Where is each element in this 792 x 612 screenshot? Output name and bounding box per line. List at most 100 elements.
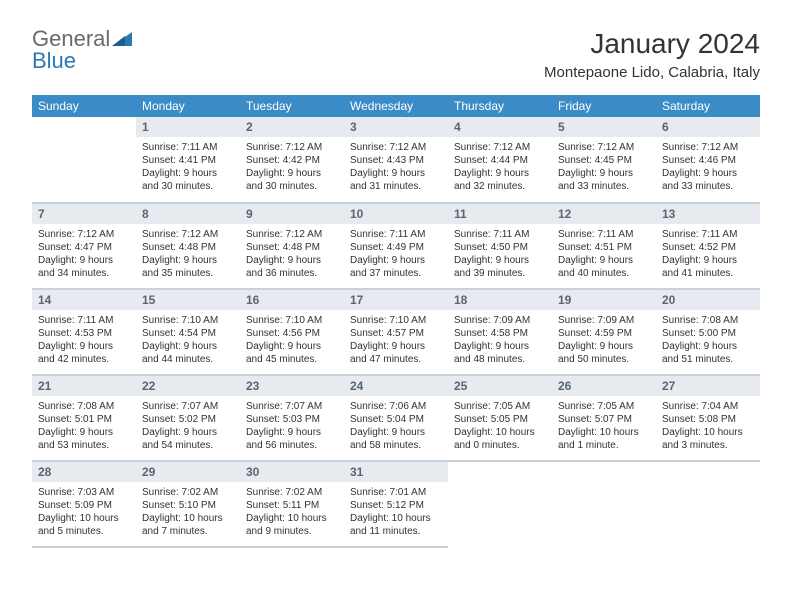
day-number: 13 <box>656 204 760 224</box>
weekday-header: Friday <box>552 95 656 117</box>
day-body: Sunrise: 7:12 AMSunset: 4:46 PMDaylight:… <box>656 137 760 199</box>
day-body: Sunrise: 7:12 AMSunset: 4:44 PMDaylight:… <box>448 137 552 199</box>
day-body: Sunrise: 7:05 AMSunset: 5:05 PMDaylight:… <box>448 396 552 458</box>
logo-triangle-icon <box>112 28 132 50</box>
location: Montepaone Lido, Calabria, Italy <box>544 64 760 81</box>
day-number: 26 <box>552 376 656 396</box>
day-number: 1 <box>136 117 240 137</box>
calendar-cell: 30Sunrise: 7:02 AMSunset: 5:11 PMDayligh… <box>240 461 344 547</box>
day-body: Sunrise: 7:12 AMSunset: 4:48 PMDaylight:… <box>240 224 344 286</box>
calendar-cell: 31Sunrise: 7:01 AMSunset: 5:12 PMDayligh… <box>344 461 448 547</box>
weekday-header: Monday <box>136 95 240 117</box>
calendar-cell <box>32 117 136 203</box>
day-body: Sunrise: 7:11 AMSunset: 4:49 PMDaylight:… <box>344 224 448 286</box>
calendar-cell: 3Sunrise: 7:12 AMSunset: 4:43 PMDaylight… <box>344 117 448 203</box>
day-body: Sunrise: 7:02 AMSunset: 5:11 PMDaylight:… <box>240 482 344 544</box>
day-number: 11 <box>448 204 552 224</box>
calendar-cell: 12Sunrise: 7:11 AMSunset: 4:51 PMDayligh… <box>552 203 656 289</box>
day-body: Sunrise: 7:05 AMSunset: 5:07 PMDaylight:… <box>552 396 656 458</box>
day-body: Sunrise: 7:12 AMSunset: 4:43 PMDaylight:… <box>344 137 448 199</box>
day-number: 15 <box>136 290 240 310</box>
calendar-cell: 28Sunrise: 7:03 AMSunset: 5:09 PMDayligh… <box>32 461 136 547</box>
calendar-cell: 14Sunrise: 7:11 AMSunset: 4:53 PMDayligh… <box>32 289 136 375</box>
day-body: Sunrise: 7:11 AMSunset: 4:50 PMDaylight:… <box>448 224 552 286</box>
calendar-cell <box>552 461 656 547</box>
weekday-header: Tuesday <box>240 95 344 117</box>
day-number: 4 <box>448 117 552 137</box>
day-body: Sunrise: 7:07 AMSunset: 5:02 PMDaylight:… <box>136 396 240 458</box>
calendar-cell: 1Sunrise: 7:11 AMSunset: 4:41 PMDaylight… <box>136 117 240 203</box>
day-body: Sunrise: 7:10 AMSunset: 4:54 PMDaylight:… <box>136 310 240 372</box>
calendar-cell: 6Sunrise: 7:12 AMSunset: 4:46 PMDaylight… <box>656 117 760 203</box>
calendar-cell: 29Sunrise: 7:02 AMSunset: 5:10 PMDayligh… <box>136 461 240 547</box>
day-number: 24 <box>344 376 448 396</box>
day-body: Sunrise: 7:09 AMSunset: 4:58 PMDaylight:… <box>448 310 552 372</box>
calendar-cell: 24Sunrise: 7:06 AMSunset: 5:04 PMDayligh… <box>344 375 448 461</box>
day-body: Sunrise: 7:08 AMSunset: 5:01 PMDaylight:… <box>32 396 136 458</box>
header: GeneralBlue January 2024 Montepaone Lido… <box>32 28 760 81</box>
day-body: Sunrise: 7:12 AMSunset: 4:47 PMDaylight:… <box>32 224 136 286</box>
calendar-cell: 22Sunrise: 7:07 AMSunset: 5:02 PMDayligh… <box>136 375 240 461</box>
day-number: 28 <box>32 462 136 482</box>
calendar-cell: 5Sunrise: 7:12 AMSunset: 4:45 PMDaylight… <box>552 117 656 203</box>
day-number: 19 <box>552 290 656 310</box>
day-number: 20 <box>656 290 760 310</box>
calendar-cell: 13Sunrise: 7:11 AMSunset: 4:52 PMDayligh… <box>656 203 760 289</box>
day-number: 29 <box>136 462 240 482</box>
calendar-head: SundayMondayTuesdayWednesdayThursdayFrid… <box>32 95 760 117</box>
calendar-cell: 23Sunrise: 7:07 AMSunset: 5:03 PMDayligh… <box>240 375 344 461</box>
day-body: Sunrise: 7:11 AMSunset: 4:41 PMDaylight:… <box>136 137 240 199</box>
day-body: Sunrise: 7:04 AMSunset: 5:08 PMDaylight:… <box>656 396 760 458</box>
day-number: 23 <box>240 376 344 396</box>
calendar-table: SundayMondayTuesdayWednesdayThursdayFrid… <box>32 95 760 548</box>
day-body: Sunrise: 7:07 AMSunset: 5:03 PMDaylight:… <box>240 396 344 458</box>
calendar-cell: 4Sunrise: 7:12 AMSunset: 4:44 PMDaylight… <box>448 117 552 203</box>
month-title: January 2024 <box>544 28 760 60</box>
calendar-cell: 26Sunrise: 7:05 AMSunset: 5:07 PMDayligh… <box>552 375 656 461</box>
day-number: 31 <box>344 462 448 482</box>
day-body: Sunrise: 7:10 AMSunset: 4:57 PMDaylight:… <box>344 310 448 372</box>
day-number: 30 <box>240 462 344 482</box>
day-number: 10 <box>344 204 448 224</box>
day-body: Sunrise: 7:08 AMSunset: 5:00 PMDaylight:… <box>656 310 760 372</box>
day-number: 12 <box>552 204 656 224</box>
calendar-cell: 10Sunrise: 7:11 AMSunset: 4:49 PMDayligh… <box>344 203 448 289</box>
day-number: 8 <box>136 204 240 224</box>
day-number: 18 <box>448 290 552 310</box>
day-body: Sunrise: 7:01 AMSunset: 5:12 PMDaylight:… <box>344 482 448 544</box>
day-number: 25 <box>448 376 552 396</box>
calendar-cell: 7Sunrise: 7:12 AMSunset: 4:47 PMDaylight… <box>32 203 136 289</box>
day-number: 27 <box>656 376 760 396</box>
calendar-cell <box>448 461 552 547</box>
calendar-cell: 11Sunrise: 7:11 AMSunset: 4:50 PMDayligh… <box>448 203 552 289</box>
day-body: Sunrise: 7:12 AMSunset: 4:45 PMDaylight:… <box>552 137 656 199</box>
day-number: 5 <box>552 117 656 137</box>
day-body: Sunrise: 7:11 AMSunset: 4:52 PMDaylight:… <box>656 224 760 286</box>
logo: GeneralBlue <box>32 28 132 72</box>
day-number: 21 <box>32 376 136 396</box>
logo-part2: Blue <box>32 48 76 73</box>
calendar-cell: 20Sunrise: 7:08 AMSunset: 5:00 PMDayligh… <box>656 289 760 375</box>
day-body: Sunrise: 7:06 AMSunset: 5:04 PMDaylight:… <box>344 396 448 458</box>
day-number: 14 <box>32 290 136 310</box>
day-body: Sunrise: 7:09 AMSunset: 4:59 PMDaylight:… <box>552 310 656 372</box>
calendar-cell: 27Sunrise: 7:04 AMSunset: 5:08 PMDayligh… <box>656 375 760 461</box>
weekday-header: Sunday <box>32 95 136 117</box>
calendar-cell: 15Sunrise: 7:10 AMSunset: 4:54 PMDayligh… <box>136 289 240 375</box>
day-number: 2 <box>240 117 344 137</box>
calendar-cell: 17Sunrise: 7:10 AMSunset: 4:57 PMDayligh… <box>344 289 448 375</box>
day-number: 7 <box>32 204 136 224</box>
calendar-cell: 21Sunrise: 7:08 AMSunset: 5:01 PMDayligh… <box>32 375 136 461</box>
day-body: Sunrise: 7:10 AMSunset: 4:56 PMDaylight:… <box>240 310 344 372</box>
day-number: 9 <box>240 204 344 224</box>
calendar-cell <box>656 461 760 547</box>
day-number: 6 <box>656 117 760 137</box>
weekday-header: Thursday <box>448 95 552 117</box>
day-body: Sunrise: 7:12 AMSunset: 4:42 PMDaylight:… <box>240 137 344 199</box>
day-body: Sunrise: 7:02 AMSunset: 5:10 PMDaylight:… <box>136 482 240 544</box>
day-body: Sunrise: 7:11 AMSunset: 4:53 PMDaylight:… <box>32 310 136 372</box>
day-body: Sunrise: 7:03 AMSunset: 5:09 PMDaylight:… <box>32 482 136 544</box>
calendar-cell: 25Sunrise: 7:05 AMSunset: 5:05 PMDayligh… <box>448 375 552 461</box>
day-body: Sunrise: 7:11 AMSunset: 4:51 PMDaylight:… <box>552 224 656 286</box>
calendar-cell: 19Sunrise: 7:09 AMSunset: 4:59 PMDayligh… <box>552 289 656 375</box>
